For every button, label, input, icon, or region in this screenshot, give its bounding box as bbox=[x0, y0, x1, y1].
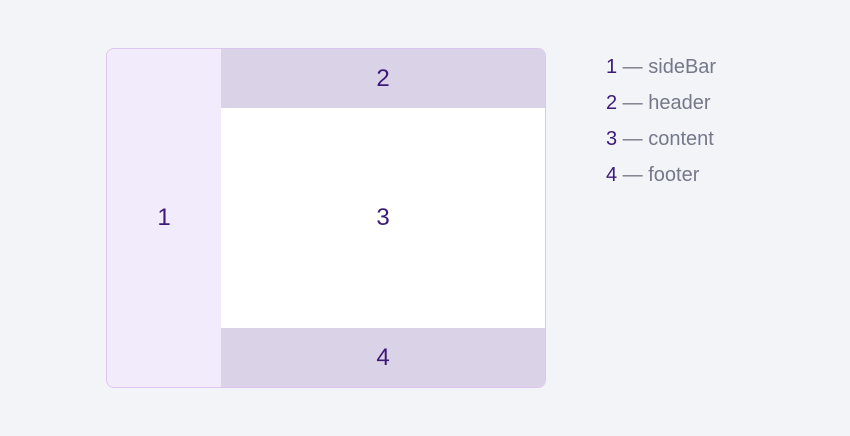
legend-separator: — bbox=[617, 128, 649, 150]
legend-item-content: 3 — content bbox=[606, 126, 716, 162]
footer-region: 4 bbox=[221, 328, 545, 387]
legend-item-header: 2 — header bbox=[606, 90, 716, 126]
legend-item-footer: 4 — footer bbox=[606, 162, 716, 198]
legend-number: 4 bbox=[606, 164, 618, 186]
sidebar-region-number: 1 bbox=[157, 204, 171, 231]
legend-number: 2 bbox=[606, 92, 618, 114]
legend-separator: — bbox=[617, 164, 649, 186]
legend-number: 1 bbox=[606, 56, 618, 78]
legend-label: footer bbox=[648, 164, 700, 186]
content-region-number: 3 bbox=[376, 204, 390, 231]
legend-separator: — bbox=[617, 56, 649, 78]
legend-item-sidebar: 1 — sideBar bbox=[606, 54, 716, 90]
header-region: 2 bbox=[221, 49, 545, 108]
legend-label: header bbox=[648, 92, 711, 114]
header-region-number: 2 bbox=[376, 64, 390, 92]
legend-label: content bbox=[648, 128, 714, 150]
legend-label: sideBar bbox=[648, 56, 717, 78]
footer-region-number: 4 bbox=[376, 343, 390, 371]
sidebar-region: 1 bbox=[107, 49, 221, 387]
content-region: 3 bbox=[221, 108, 545, 328]
legend-separator: — bbox=[617, 92, 649, 114]
legend-number: 3 bbox=[606, 128, 618, 150]
legend: 1 — sideBar 2 — header 3 — content 4 — f… bbox=[606, 54, 716, 198]
layout-diagram: 1 2 3 4 bbox=[106, 48, 546, 388]
